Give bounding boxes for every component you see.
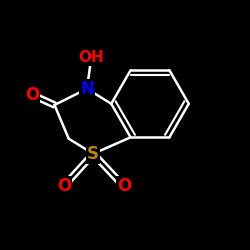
Text: O: O [26, 86, 40, 104]
Text: OH: OH [78, 50, 104, 65]
Text: O: O [56, 177, 71, 195]
Text: N: N [80, 80, 94, 98]
Text: S: S [87, 145, 99, 163]
Text: O: O [116, 177, 131, 195]
